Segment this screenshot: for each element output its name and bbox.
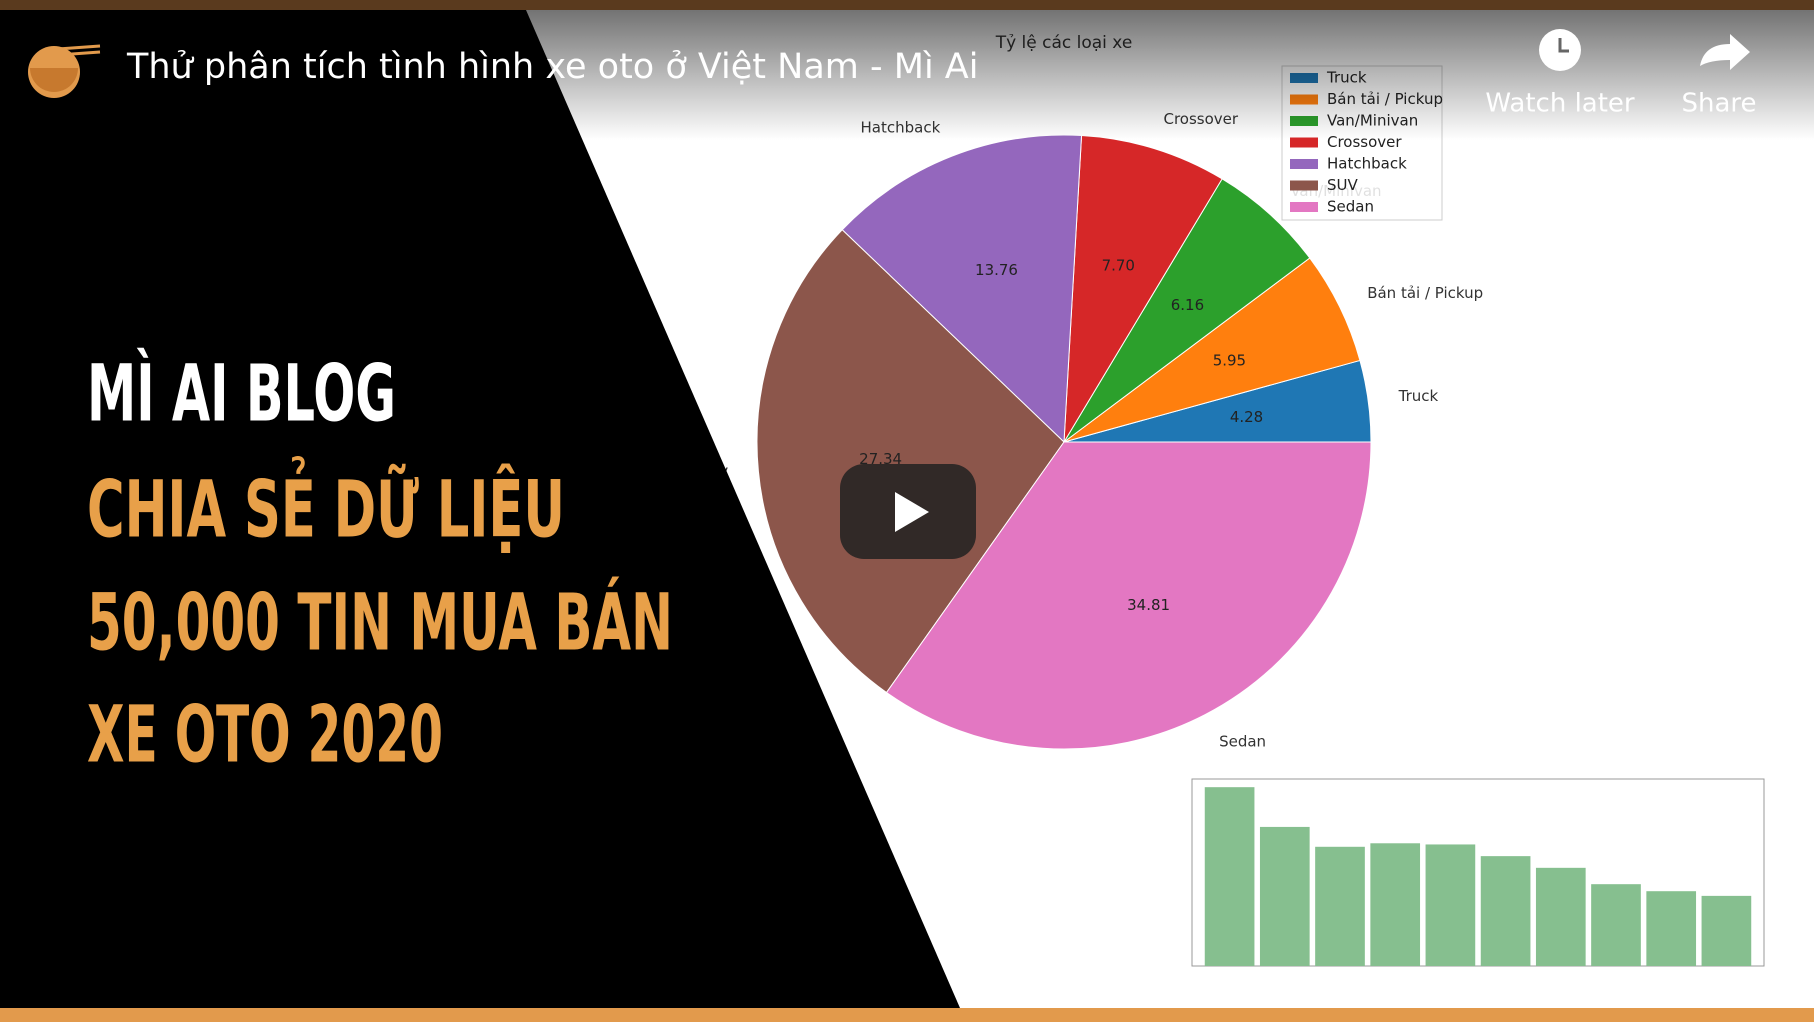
- video-title[interactable]: Thử phân tích tình hình xe oto ở Việt Na…: [126, 47, 978, 87]
- legend-label: Hatchback: [1327, 155, 1407, 173]
- bar: [1425, 844, 1476, 966]
- value-label: 4.28: [1230, 408, 1263, 426]
- share-label[interactable]: Share: [1681, 89, 1756, 119]
- bar: [1591, 884, 1641, 966]
- bar: [1370, 843, 1421, 966]
- top-border: [0, 0, 1814, 10]
- thumbnail-text: MÌ AI BLOG CHIA SẺ DỮ LIỆU 50,000 TIN MU…: [87, 347, 673, 780]
- pie-slice: [1063, 178, 1311, 443]
- pie-slice: [756, 229, 1065, 694]
- top-shade: [0, 10, 1814, 140]
- legend-swatch: [1290, 180, 1318, 191]
- value-label: 5.95: [1213, 351, 1246, 369]
- value-label: 13.76: [975, 261, 1018, 279]
- bar: [1259, 826, 1310, 966]
- legend-swatch: [1290, 137, 1318, 148]
- legend-label: Sedan: [1327, 198, 1374, 216]
- slice-label: Truck: [1398, 387, 1439, 405]
- bar: [1480, 856, 1531, 966]
- bar: [1315, 846, 1365, 966]
- headline: CHIA SẺ DỮ LIỆU: [87, 455, 565, 555]
- value-label: 6.16: [1171, 296, 1204, 314]
- value-label: 27.34: [859, 450, 902, 468]
- channel-logo: [28, 44, 101, 98]
- value-label: 34.81: [1127, 596, 1170, 614]
- bar: [1535, 867, 1586, 966]
- headline: MÌ AI BLOG: [87, 347, 396, 439]
- black-panel: [0, 10, 960, 1008]
- slice-label: Sedan: [1219, 732, 1266, 750]
- play-button[interactable]: [840, 464, 976, 559]
- headline: 50,000 TIN MUA BÁN: [87, 576, 673, 668]
- watch-later-button[interactable]: Watch later: [1485, 29, 1635, 119]
- bar: [1646, 891, 1697, 966]
- slice-label: Bán tải / Pickup: [1367, 284, 1483, 302]
- legend-swatch: [1290, 159, 1318, 169]
- legend-label: SUV: [1327, 176, 1359, 194]
- bottom-border: [0, 1008, 1814, 1022]
- bar: [1204, 787, 1255, 966]
- pie-slice: [885, 441, 1372, 750]
- watch-later-label[interactable]: Watch later: [1485, 89, 1635, 119]
- value-label: 7.70: [1102, 256, 1135, 274]
- bar: [1701, 895, 1752, 966]
- legend-swatch: [1290, 202, 1318, 212]
- share-button[interactable]: Share: [1681, 34, 1757, 119]
- headline: XE OTO 2020: [87, 690, 443, 780]
